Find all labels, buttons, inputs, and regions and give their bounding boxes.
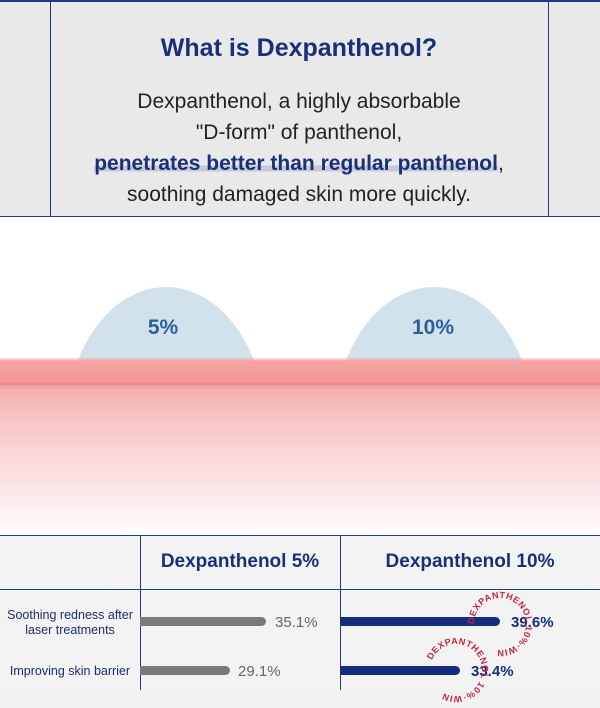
info-line-2: "D-form" of panthenol, — [195, 121, 403, 144]
row-label-barrier: Improving skin barrier — [9, 664, 131, 678]
bar-redness-5 — [140, 617, 266, 626]
row-label-redness: Soothing redness after laser treatments — [7, 608, 133, 637]
info-box: What is Dexpanthenol? Dexpanthenol, a hi… — [0, 0, 600, 217]
bar-barrier-10 — [340, 666, 460, 675]
winner-stamp-text-2: DEXPANTHENOL 10%·WIN — [425, 636, 490, 704]
info-right-border — [548, 2, 549, 216]
table-col-divider-1 — [140, 536, 141, 690]
col-header-5: Dexpanthenol 5% — [160, 551, 320, 572]
info-highlight: penetrates better than regular panthenol — [94, 152, 498, 175]
table-col-divider-2 — [340, 536, 341, 690]
info-description: Dexpanthenol, a highly absorbable "D-for… — [50, 86, 548, 210]
bar-barrier-5 — [140, 666, 230, 675]
table-header-divider — [0, 589, 600, 590]
value-redness-5: 35.1% — [275, 614, 318, 631]
value-barrier-10: 33.4% — [471, 663, 514, 680]
droplet-10-label: 10% — [411, 316, 455, 339]
comparison-table: Dexpanthenol 5% Dexpanthenol 10% Soothin… — [0, 535, 600, 704]
droplet-5-label: 5% — [147, 316, 179, 339]
winner-stamp-icon: DEXPANTHENOL 10%·WIN — [466, 590, 534, 658]
info-line-4: soothing damaged skin more quickly. — [127, 183, 471, 206]
info-line-1: Dexpanthenol, a highly absorbable — [137, 90, 461, 113]
value-barrier-5: 29.1% — [238, 663, 281, 680]
info-comma: , — [497, 152, 504, 175]
col-header-10: Dexpanthenol 10% — [385, 551, 555, 572]
absorption-illustration: 5% 10% — [0, 217, 600, 535]
skin-surface-line — [0, 383, 600, 385]
info-title: What is Dexpanthenol? — [160, 34, 438, 62]
info-line-3: penetrates better than regular panthenol… — [50, 148, 548, 179]
svg-text:DEXPANTHENOL 10%·WIN: DEXPANTHENOL 10%·WIN — [425, 636, 490, 704]
value-redness-10: 39.6% — [511, 614, 554, 631]
info-left-border — [50, 2, 51, 216]
skin-layer — [0, 357, 600, 535]
bar-redness-10 — [340, 617, 500, 626]
winner-stamp-icon-2: DEXPANTHENOL 10%·WIN — [425, 636, 490, 704]
